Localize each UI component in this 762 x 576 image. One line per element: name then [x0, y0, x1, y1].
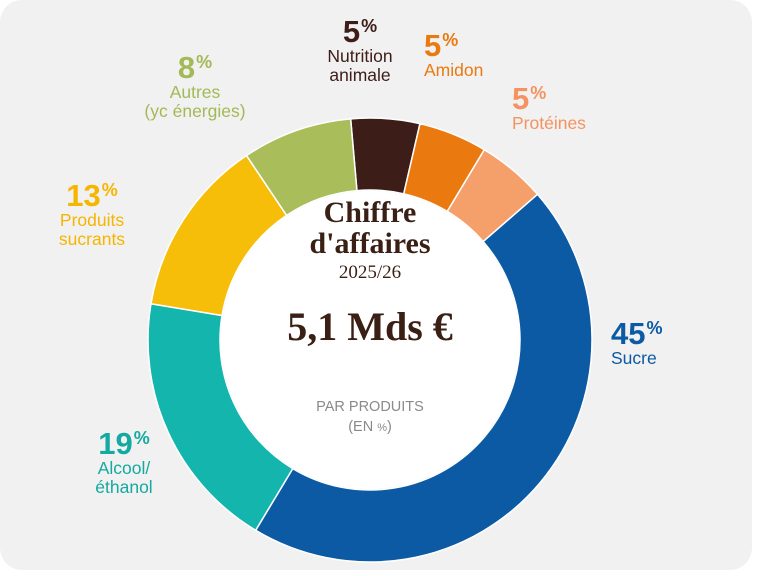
slice-label-name-line2: (yc énergies) — [144, 100, 246, 121]
slice-label-pct: 13% — [66, 178, 118, 213]
slice-label-name-line1: Autres — [169, 82, 221, 102]
slice-label-name-line2: sucrants — [58, 228, 126, 249]
slice-label-pct: 45% — [611, 316, 663, 351]
slice-label-name-line2: animale — [329, 64, 391, 85]
slice-label-name-line1: Nutrition — [327, 46, 393, 66]
center-subtitle: PAR PRODUITS (EN %) — [280, 398, 460, 437]
slice-label-alcool: 19% Alcool/ éthanol — [74, 428, 174, 497]
slice-label-pct: 5% — [512, 81, 547, 116]
center-total: 5,1 Mds € — [287, 304, 453, 349]
slice-label-name: Amidon — [424, 60, 484, 80]
slice-label-nutrition-animale: 5% Nutrition animale — [305, 16, 415, 85]
slice-label-sucre: 45% Sucre — [611, 318, 663, 368]
slice-label-pct: 19% — [98, 426, 150, 461]
subtitle-line2: (EN %) — [348, 418, 392, 435]
slice-label-autres: 8% Autres (yc énergies) — [120, 52, 270, 121]
slice-label-amidon: 5% Amidon — [424, 30, 483, 80]
slice-label-produits-sucrants: 13% Produits sucrants — [42, 180, 142, 249]
slice-autres-yc-énergies — [245, 118, 358, 217]
center-title-line2: d'affaires — [309, 226, 431, 260]
slice-label-pct: 8% — [177, 50, 213, 85]
slice-label-name-line2: éthanol — [95, 476, 153, 497]
donut-hole — [221, 191, 519, 489]
slice-label-pct: 5% — [342, 14, 378, 49]
slice-sucre — [254, 193, 593, 563]
slice-label-proteines: 5% Protéines — [512, 83, 586, 133]
center-title-line1: Chiffre — [323, 196, 417, 229]
slice-label-name: Sucre — [611, 348, 657, 368]
center-year: 2025/26 — [338, 262, 402, 283]
slice-label-name-line1: Produits — [59, 210, 125, 230]
slice-label-name-line1: Alcool/ — [97, 458, 151, 478]
subtitle-line1: PAR PRODUITS — [316, 399, 424, 415]
center-title: Chiffre d'affaires — [250, 196, 490, 260]
slice-label-pct: 5% — [424, 28, 459, 63]
slice-label-name: Protéines — [512, 113, 586, 133]
